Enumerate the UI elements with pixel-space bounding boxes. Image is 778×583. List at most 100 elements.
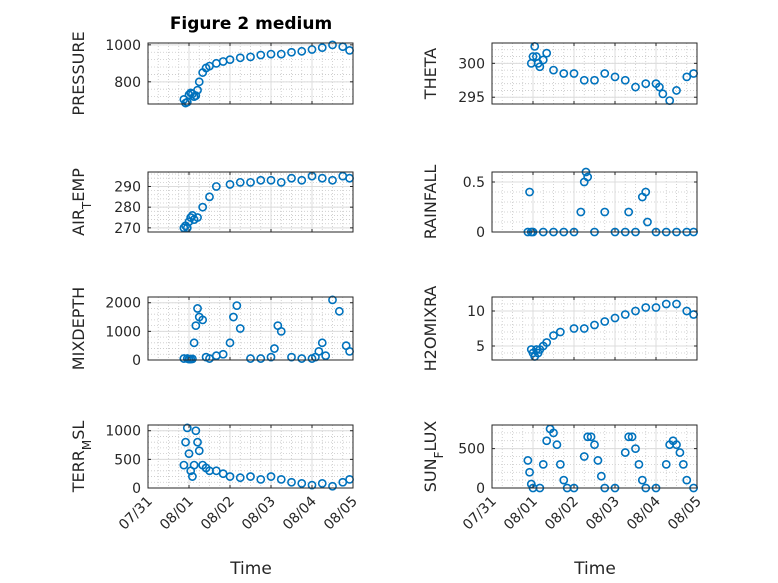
y-tick-label: 10: [467, 304, 485, 320]
data-point: [542, 338, 552, 347]
data-point: [655, 82, 664, 92]
data-point: [549, 65, 558, 75]
data-point: [193, 304, 202, 313]
data-point: [189, 338, 199, 348]
data-point: [266, 49, 276, 59]
data-point: [549, 331, 558, 340]
axes-box: [147, 171, 354, 233]
plot-area: [148, 297, 353, 360]
data-point: [542, 48, 552, 58]
subplot-mixdepth: 0 1000 2000 MIXDEPTH: [69, 287, 354, 370]
data-point: [624, 207, 634, 217]
axes-box: [147, 42, 354, 105]
data-point: [276, 326, 286, 336]
data-point: [576, 207, 586, 217]
data-point: [225, 55, 235, 65]
data-point: [225, 180, 235, 189]
data-point: [211, 182, 221, 191]
data-point: [535, 62, 545, 72]
axes-box: [491, 171, 698, 233]
data-point: [287, 352, 296, 362]
data-point: [317, 173, 327, 183]
data-point: [235, 53, 245, 63]
y-tick-label: 270: [114, 221, 141, 237]
data-point: [191, 91, 201, 101]
axes-box: [491, 296, 698, 361]
data-point: [596, 471, 606, 481]
data-point: [193, 437, 202, 447]
data-point: [658, 89, 668, 99]
y-tick-label: 500: [458, 442, 485, 458]
data-point: [631, 444, 640, 454]
data-point: [276, 177, 286, 187]
figure-title: Figure 2 medium: [170, 14, 332, 34]
data-point: [276, 475, 286, 484]
data-point: [276, 49, 286, 59]
data-point: [328, 175, 337, 185]
data-point: [179, 223, 189, 233]
data-point: [549, 428, 558, 438]
data-point: [191, 426, 201, 436]
data-point: [287, 173, 296, 183]
data-point: [555, 327, 565, 337]
data-point: [610, 72, 620, 82]
data-point: [682, 306, 692, 316]
data-point: [672, 299, 681, 309]
data-point: [620, 448, 630, 457]
data-point: [193, 213, 202, 222]
data-point: [246, 177, 255, 187]
data-point: [682, 72, 692, 82]
plot-area: [148, 425, 353, 488]
data-point: [297, 354, 307, 363]
data-point: [287, 47, 296, 57]
data-point: [189, 460, 199, 470]
y-tick-label: 0: [132, 353, 141, 369]
data-point: [188, 472, 197, 481]
data-point: [555, 459, 565, 469]
data-point: [225, 338, 235, 348]
data-point: [528, 52, 538, 61]
axes-box: [147, 424, 354, 489]
data-point: [583, 432, 593, 442]
data-point: [246, 472, 255, 481]
y-tick-label: 0.5: [463, 175, 485, 191]
data-point: [641, 303, 651, 312]
data-point: [179, 460, 189, 470]
data-point: [266, 472, 276, 481]
data-point: [297, 46, 307, 56]
axes-box: [491, 42, 698, 105]
data-point: [590, 320, 599, 330]
y-tick-label: 2000: [105, 296, 141, 312]
data-point: [610, 313, 620, 323]
y-tick-label: 295: [458, 90, 485, 106]
data-point: [672, 86, 681, 95]
y-tick-label: 0: [132, 481, 141, 497]
data-point: [287, 477, 296, 487]
data-point: [188, 211, 197, 220]
data-point: [232, 301, 242, 310]
data-point: [266, 175, 276, 185]
data-point: [328, 295, 337, 305]
axes-box: [147, 296, 354, 361]
y-axis-label: MIXDEPTH: [69, 287, 88, 370]
data-point: [600, 317, 610, 326]
data-point: [672, 440, 681, 450]
y-axis-label: PRESSURE: [69, 31, 88, 115]
data-point: [600, 207, 610, 217]
x-axis-label-right: Time: [573, 559, 616, 579]
data-point: [194, 446, 204, 456]
data-point: [579, 452, 589, 461]
data-point: [307, 480, 317, 490]
data-point: [256, 354, 266, 363]
data-point: [620, 75, 630, 85]
y-tick-label: 1000: [105, 38, 141, 54]
data-point: [661, 459, 671, 469]
y-axis-label-subscript: F: [432, 451, 446, 458]
data-point: [583, 172, 593, 182]
data-point: [624, 432, 634, 442]
data-point: [600, 69, 610, 78]
data-point: [246, 354, 255, 363]
data-point: [198, 315, 208, 325]
data-point: [523, 456, 533, 465]
